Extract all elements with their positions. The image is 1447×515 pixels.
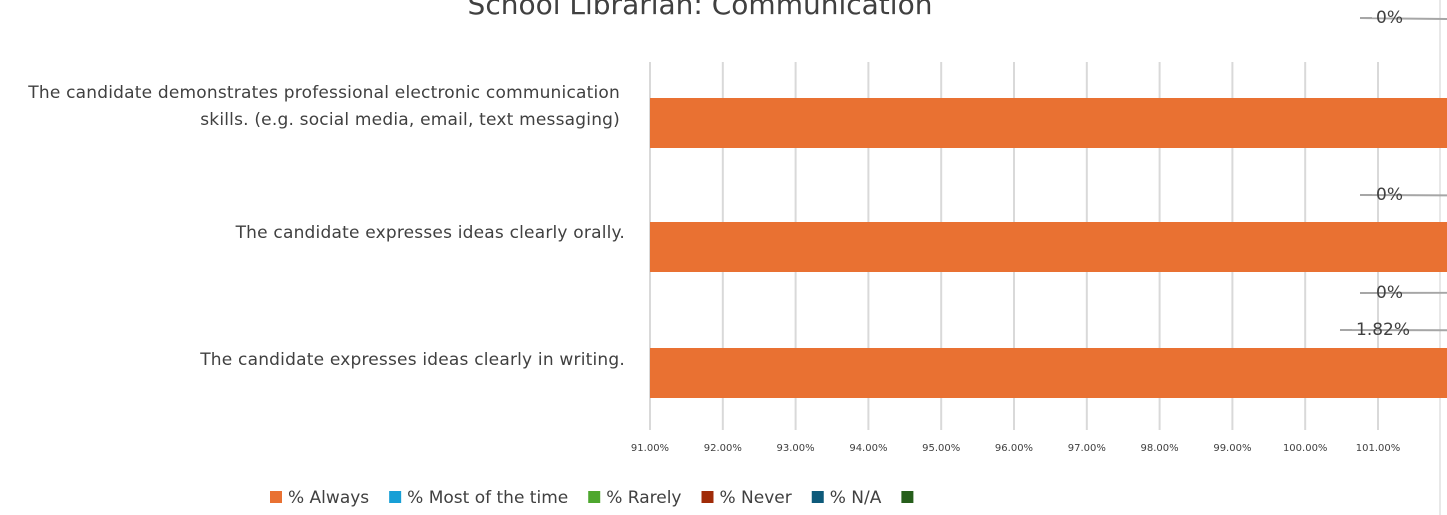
legend-swatch (701, 491, 714, 503)
callout-line (1359, 194, 1447, 197)
data-label: 1.82% (1356, 320, 1410, 340)
bar-segment (650, 222, 1447, 272)
legend-swatch (901, 491, 914, 503)
legend-label: % Rarely (606, 488, 681, 508)
category-label: The candidate expresses ideas clearly or… (235, 223, 625, 243)
callout-line (1339, 329, 1447, 332)
data-label: 0% (1376, 8, 1403, 28)
callout-line (1359, 291, 1447, 294)
legend-label: % Most of the time (407, 488, 568, 508)
callout-line (1359, 17, 1447, 21)
x-tick-label: 94.00% (849, 443, 887, 454)
legend-label: % Always (288, 488, 369, 508)
data-label: 0% (1376, 185, 1403, 205)
legend-swatch (588, 491, 601, 503)
chart-title: School Librarian: Communication (468, 0, 933, 21)
x-tick-label: 101.00% (1356, 443, 1401, 454)
category-label: The candidate expresses ideas clearly in… (200, 350, 625, 370)
x-tick-label: 99.00% (1213, 443, 1251, 454)
x-tick-label: 97.00% (1068, 443, 1106, 454)
data-label: 0% (1376, 283, 1403, 303)
bar-segment (650, 348, 1447, 398)
legend-swatch (270, 491, 282, 503)
legend-label: % N/A (830, 488, 882, 508)
legend-label: % Never (720, 488, 792, 508)
x-tick-label: 96.00% (995, 443, 1033, 454)
x-tick-label: 91.00% (631, 443, 669, 454)
bar-segment (650, 98, 1447, 148)
x-tick-label: 100.00% (1283, 443, 1328, 454)
legend-swatch (811, 491, 824, 503)
x-tick-label: 92.00% (704, 443, 742, 454)
category-label: The candidate demonstrates professional … (28, 83, 620, 130)
legend-swatch (389, 491, 402, 503)
x-tick-label: 95.00% (922, 443, 960, 454)
x-tick-label: 98.00% (1141, 443, 1179, 454)
x-tick-label: 93.00% (777, 443, 815, 454)
